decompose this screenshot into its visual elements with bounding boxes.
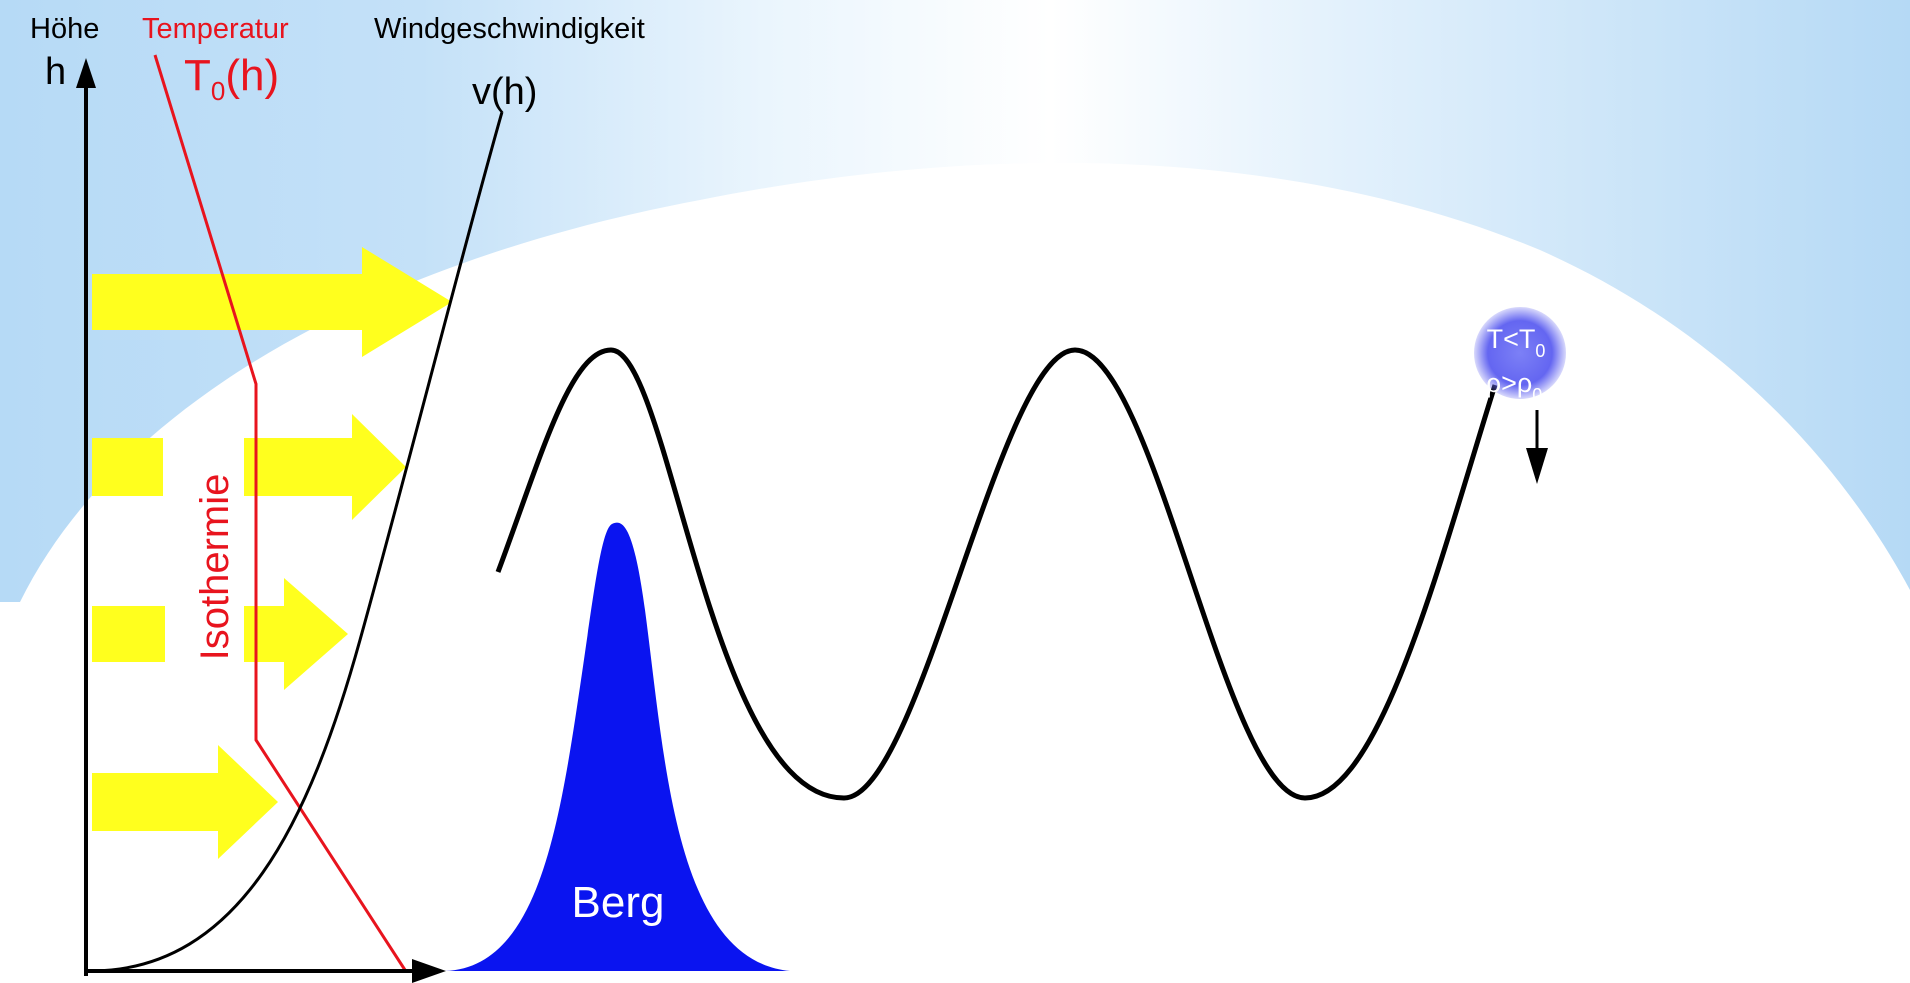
right-arrow-icon — [244, 578, 348, 690]
wind-speed-profile — [91, 111, 504, 973]
temperature-word: Temperatur — [142, 13, 289, 45]
air-parcel: T<T0 ρ>ρ0 — [1474, 307, 1566, 484]
right-arrow-icon — [92, 438, 163, 496]
right-arrow-icon — [244, 414, 406, 520]
cloud-dome — [0, 162, 1910, 983]
lee-wave-curve — [495, 347, 1498, 801]
mountain — [445, 522, 790, 971]
wind-symbol: v(h) — [472, 71, 537, 113]
right-arrow-icon — [92, 606, 165, 662]
parcel-circle — [1474, 307, 1566, 399]
axis-arrowhead-icon — [412, 959, 446, 983]
temperature-profile — [153, 54, 407, 971]
height-word: Höhe — [30, 13, 99, 45]
temperature-symbol: T0(h) — [184, 51, 279, 106]
parcel-line1: T<T0 — [1487, 324, 1546, 361]
axis-arrowhead-icon — [76, 58, 96, 88]
right-arrow-icon — [92, 247, 452, 357]
isothermie-label: Isothermie — [193, 474, 237, 661]
wind-arrows — [92, 247, 452, 859]
axes — [76, 58, 446, 983]
wind-word: Windgeschwindigkeit — [374, 13, 645, 45]
mountain-label: Berg — [572, 878, 665, 927]
parcel-line2: ρ>ρ0 — [1486, 368, 1543, 405]
h-axis-label: h — [45, 51, 66, 93]
right-arrow-icon — [92, 745, 278, 859]
down-arrow-icon — [1526, 448, 1548, 484]
